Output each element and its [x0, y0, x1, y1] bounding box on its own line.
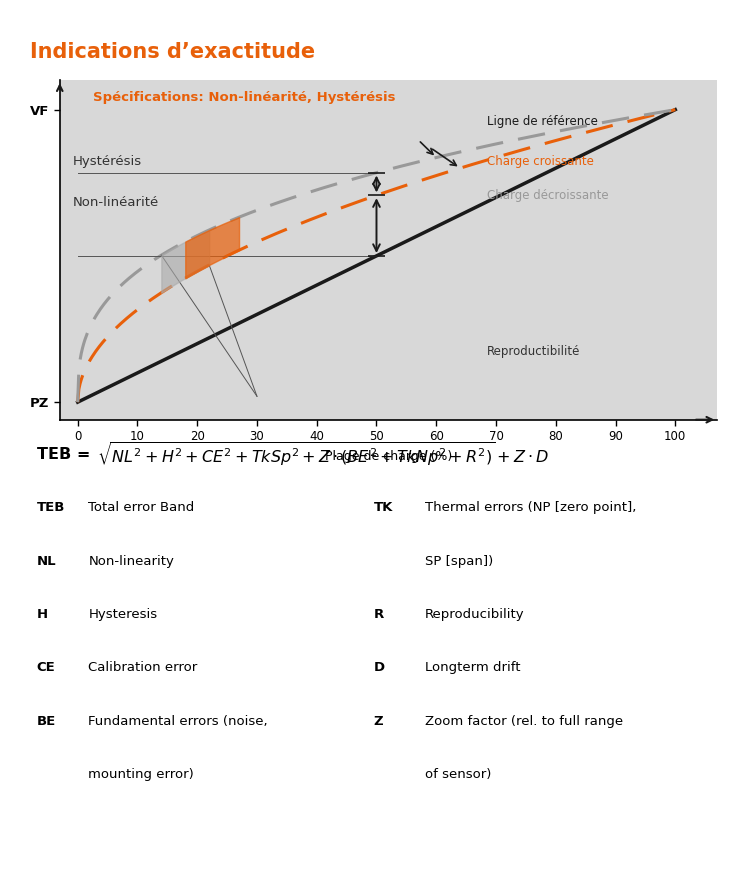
Text: Ligne de référence: Ligne de référence [487, 114, 598, 128]
Text: Reproductibilité: Reproductibilité [487, 346, 580, 358]
Text: Fundamental errors (noise,: Fundamental errors (noise, [88, 714, 268, 728]
Text: Hysteresis: Hysteresis [88, 608, 158, 621]
Text: TK: TK [374, 502, 393, 514]
Text: Non-linéarité: Non-linéarité [73, 196, 159, 209]
Text: mounting error): mounting error) [88, 768, 194, 780]
Text: SP [span]): SP [span]) [425, 555, 493, 568]
Text: Charge croissante: Charge croissante [487, 155, 594, 168]
Text: Charge décroissante: Charge décroissante [487, 189, 609, 202]
Text: H: H [37, 608, 48, 621]
Text: CE: CE [37, 662, 55, 674]
Text: BE: BE [37, 714, 56, 728]
Text: of sensor): of sensor) [425, 768, 492, 780]
Text: $\sqrt{NL^2 + H^2 + CE^2 + TkSp^2 + Z \cdot (BE^2 + TkNp^2 + R^2)} + Z \cdot D$: $\sqrt{NL^2 + H^2 + CE^2 + TkSp^2 + Z \c… [96, 441, 549, 469]
Text: TEB =: TEB = [37, 447, 96, 463]
Text: TEB: TEB [37, 502, 65, 514]
Text: Indications d’exactitude: Indications d’exactitude [30, 42, 315, 62]
Text: Z: Z [374, 714, 383, 728]
Text: Total error Band: Total error Band [88, 502, 194, 514]
Text: Reproducibility: Reproducibility [425, 608, 524, 621]
Text: Hystérésis: Hystérésis [73, 155, 142, 168]
Text: R: R [374, 608, 384, 621]
Text: Longterm drift: Longterm drift [425, 662, 521, 674]
Text: Calibration error: Calibration error [88, 662, 197, 674]
X-axis label: Plage de charge (%): Plage de charge (%) [325, 450, 452, 463]
Text: NL: NL [37, 555, 56, 568]
Text: Zoom factor (rel. to full range: Zoom factor (rel. to full range [425, 714, 623, 728]
Text: Thermal errors (NP [zero point],: Thermal errors (NP [zero point], [425, 502, 636, 514]
Text: Non-linearity: Non-linearity [88, 555, 174, 568]
Text: Spécifications: Non-linéarité, Hystérésis: Spécifications: Non-linéarité, Hystérési… [93, 90, 395, 104]
Text: D: D [374, 662, 385, 674]
